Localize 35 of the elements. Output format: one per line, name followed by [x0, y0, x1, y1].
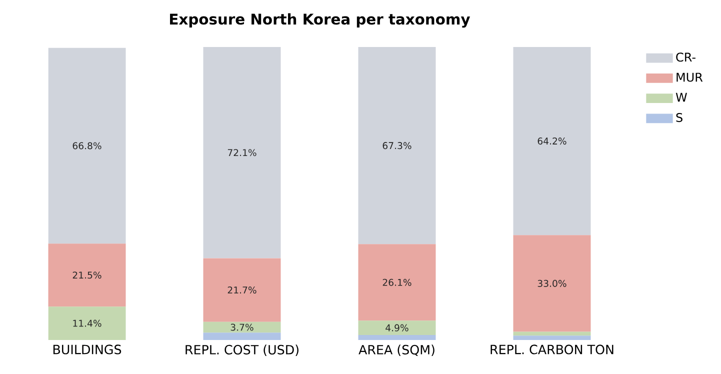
x-tick-label: AREA (SQM) [358, 344, 434, 356]
bar [48, 306, 126, 340]
data-label: 3.7% [230, 324, 254, 331]
bar [203, 322, 281, 333]
bar [513, 332, 591, 336]
bar [48, 244, 126, 307]
data-label: 4.9% [386, 324, 408, 332]
data-label: 67.3% [382, 142, 412, 150]
bar [203, 332, 281, 340]
data-label: 26.1% [382, 278, 412, 286]
bar [513, 235, 591, 332]
data-label: 11.4% [73, 320, 102, 327]
bar [358, 335, 436, 340]
legend-label: MUR [676, 72, 703, 82]
legend-label: W [676, 92, 687, 102]
bar [513, 336, 591, 340]
bar [358, 320, 436, 336]
bar [203, 258, 281, 322]
x-tick-label: REPL. CARBON TON [490, 344, 614, 354]
legend-label: S [676, 112, 682, 122]
data-label: 64.2% [538, 138, 566, 145]
bar [48, 48, 126, 244]
data-label: 72.1% [228, 149, 256, 156]
x-tick-label: REPL. COST (USD) [186, 344, 298, 356]
chart-title: Exposure North Korea per taxonomy [170, 13, 470, 28]
legend-label: CR- [676, 52, 696, 62]
bar [203, 46, 281, 258]
data-label: 21.5% [72, 272, 102, 279]
x-tick-label: BUILDINGS [53, 344, 122, 354]
data-label: 33.0% [538, 280, 566, 287]
data-label: 21.7% [228, 286, 256, 294]
bar [358, 46, 436, 244]
bar [513, 46, 591, 236]
bar [358, 244, 436, 321]
data-label: 66.8% [72, 142, 102, 150]
